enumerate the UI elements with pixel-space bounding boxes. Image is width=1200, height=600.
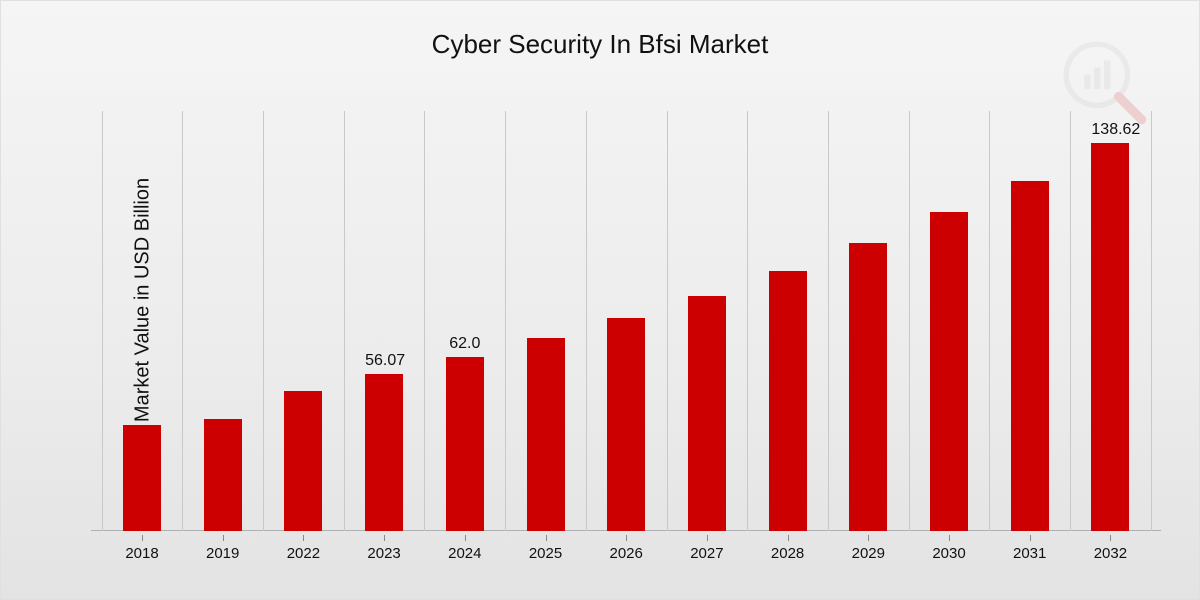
x-tick-label: 2023: [367, 545, 400, 562]
x-tick: [223, 535, 224, 541]
grid-line: [263, 111, 264, 531]
x-tick-label: 2032: [1094, 545, 1127, 562]
x-tick-label: 2025: [529, 545, 562, 562]
x-tick-label: 2028: [771, 545, 804, 562]
grid-line: [344, 111, 345, 531]
bar: [527, 338, 565, 531]
x-tick: [868, 535, 869, 541]
grid-line: [1070, 111, 1071, 531]
bar: 62.0: [446, 357, 484, 531]
grid-line: [667, 111, 668, 531]
bar: [123, 425, 161, 531]
bar: [849, 243, 887, 531]
x-tick-label: 2029: [852, 545, 885, 562]
x-tick-label: 2018: [125, 545, 158, 562]
bar: [769, 271, 807, 531]
x-tick-label: 2031: [1013, 545, 1046, 562]
x-tick-label: 2022: [287, 545, 320, 562]
chart-title: Cyber Security In Bfsi Market: [1, 29, 1199, 60]
x-tick: [707, 535, 708, 541]
x-tick: [465, 535, 466, 541]
x-tick-label: 2030: [932, 545, 965, 562]
x-tick: [626, 535, 627, 541]
bar-value-label: 62.0: [446, 335, 484, 353]
grid-line: [102, 111, 103, 531]
bar: [204, 419, 242, 531]
plot-area: 56.07 62.0 138.62: [91, 111, 1161, 531]
grid-line: [828, 111, 829, 531]
grid-line: [505, 111, 506, 531]
bar: [688, 296, 726, 531]
x-tick-label: 2026: [610, 545, 643, 562]
bar-value-label: 56.07: [365, 352, 403, 370]
x-tick: [142, 535, 143, 541]
grid-line: [182, 111, 183, 531]
grid-line: [747, 111, 748, 531]
bar: 138.62: [1091, 143, 1129, 531]
x-tick: [788, 535, 789, 541]
x-axis: 2018 2019 2022 2023 2024 2025 2026 2027 2028 2029…: [91, 535, 1161, 585]
bar: [607, 318, 645, 531]
bar: [930, 212, 968, 531]
x-tick: [303, 535, 304, 541]
x-tick: [1030, 535, 1031, 541]
grid-line: [1151, 111, 1152, 531]
x-tick: [949, 535, 950, 541]
x-tick-label: 2027: [690, 545, 723, 562]
grid-line: [424, 111, 425, 531]
x-tick: [1110, 535, 1111, 541]
grid-line: [909, 111, 910, 531]
x-tick: [384, 535, 385, 541]
grid-line: [989, 111, 990, 531]
bar: [1011, 181, 1049, 531]
bar-value-label: 138.62: [1091, 121, 1129, 139]
x-tick-label: 2024: [448, 545, 481, 562]
x-tick: [546, 535, 547, 541]
bar: [284, 391, 322, 531]
bar: 56.07: [365, 374, 403, 531]
chart-page: Cyber Security In Bfsi Market Market Val…: [0, 0, 1200, 600]
x-tick-label: 2019: [206, 545, 239, 562]
grid-line: [586, 111, 587, 531]
